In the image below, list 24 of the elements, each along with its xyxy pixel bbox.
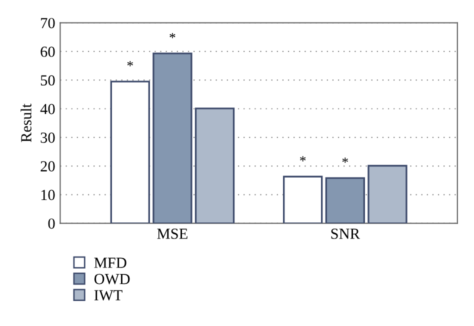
legend-label: IWT xyxy=(94,290,122,301)
y-tick-label: 20 xyxy=(40,161,55,172)
data-label: * xyxy=(342,158,348,163)
bar xyxy=(368,164,408,224)
data-label: * xyxy=(127,61,133,66)
y-tick-label: 40 xyxy=(40,104,55,114)
y-tick-label: 70 xyxy=(41,18,55,28)
y-tick-label: 50 xyxy=(40,75,55,86)
bar xyxy=(152,52,192,224)
bar xyxy=(110,80,150,224)
y-axis-title: Result xyxy=(20,104,32,142)
y-tick-label: 60 xyxy=(40,46,55,57)
bar xyxy=(283,176,323,224)
y-tick-label: 30 xyxy=(40,132,55,143)
bar xyxy=(325,177,365,224)
data-label: * xyxy=(300,156,306,162)
x-tick-label: MSE xyxy=(157,228,188,239)
y-tick-label: 10 xyxy=(41,190,55,200)
legend-label: MFD xyxy=(94,258,126,268)
bar xyxy=(194,108,235,224)
y-tick-label: 0 xyxy=(48,218,55,229)
data-label: * xyxy=(170,33,176,38)
x-tick-label: SNR xyxy=(331,228,360,239)
legend-label: OWD xyxy=(94,274,130,284)
